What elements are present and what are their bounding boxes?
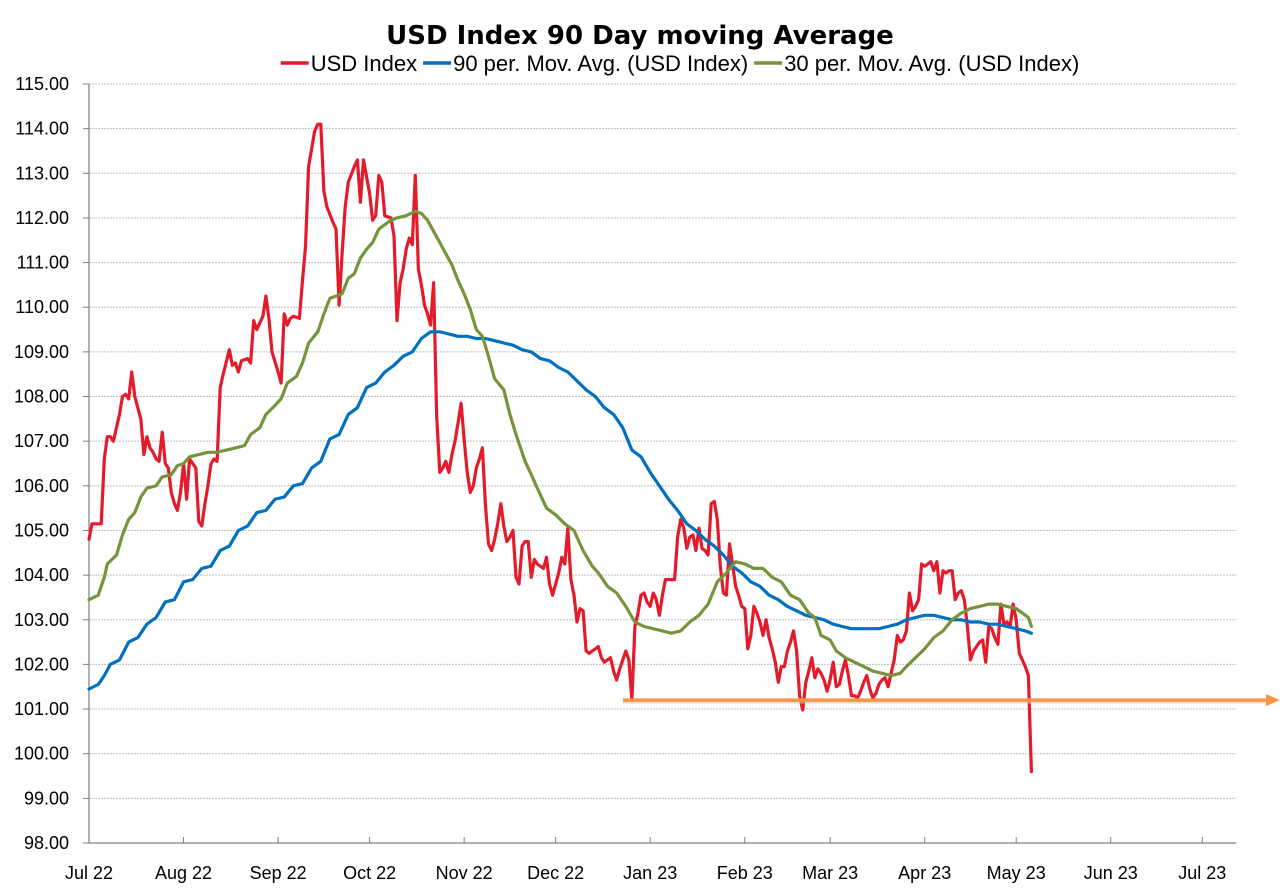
- y-tick-label: 111.00: [17, 253, 69, 273]
- x-tick-label: Jan 23: [623, 863, 677, 883]
- y-tick-label: 110.00: [15, 297, 69, 317]
- axes: [88, 84, 1236, 844]
- y-tick-label: 109.00: [14, 342, 69, 362]
- x-tick-label: Nov 22: [436, 863, 493, 883]
- x-tick-label: Dec 22: [527, 863, 584, 883]
- series-line-ma90: [87, 330, 1033, 691]
- series-line-ma30: [87, 209, 1033, 678]
- x-tick-label: Mar 23: [802, 863, 858, 883]
- y-tick-label: 106.00: [14, 476, 69, 496]
- x-tick-label: Aug 22: [155, 863, 212, 883]
- y-tick-label: 108.00: [14, 387, 69, 407]
- chart-title: USD Index 90 Day moving Average: [386, 21, 894, 51]
- x-tick-label: Feb 23: [717, 863, 773, 883]
- x-tick-label: Apr 23: [898, 863, 951, 883]
- legend: USD Index 90 per. Mov. Avg. (USD Index) 30…: [280, 51, 1079, 76]
- x-tick-label: Oct 22: [343, 863, 396, 883]
- y-tick-label: 107.00: [14, 431, 69, 451]
- y-tick-label: 115.00: [15, 74, 69, 94]
- annotation: [623, 694, 1280, 707]
- y-axis-ticks: 115.00 114.00 113.00 112.00 111.00 110.00 109.…: [14, 74, 89, 853]
- y-tick-label: 100.00: [14, 744, 69, 764]
- y-tick-label: 103.00: [14, 610, 69, 630]
- y-tick-label: 101.00: [14, 699, 69, 719]
- x-tick-label: May 23: [987, 863, 1046, 883]
- y-tick-label: 104.00: [14, 565, 69, 585]
- support-arrow-head: [1266, 694, 1280, 707]
- x-tick-label: Jun 23: [1084, 863, 1138, 883]
- y-tick-label: 99.00: [24, 788, 69, 808]
- y-tick-label: 102.00: [14, 654, 69, 674]
- y-tick-label: 113.00: [15, 163, 69, 183]
- series-lines: [87, 122, 1033, 774]
- y-tick-label: 105.00: [14, 520, 69, 540]
- gridlines: [89, 83, 1236, 799]
- y-tick-label: 112.00: [15, 208, 69, 228]
- legend-label: USD Index: [311, 51, 417, 76]
- y-tick-label: 114.00: [15, 119, 69, 139]
- x-tick-label: Jul 23: [1178, 863, 1226, 883]
- series-line-usd-index: [87, 122, 1033, 774]
- x-axis-ticks: Jul 22 Aug 22 Sep 22 Oct 22 Nov 22 Dec 22 Jan …: [65, 837, 1226, 883]
- x-tick-label: Jul 22: [65, 863, 113, 883]
- y-tick-label: 98.00: [24, 833, 69, 853]
- legend-label: 90 per. Mov. Avg. (USD Index): [453, 51, 748, 76]
- legend-label: 30 per. Mov. Avg. (USD Index): [784, 51, 1079, 76]
- x-tick-label: Sep 22: [250, 863, 307, 883]
